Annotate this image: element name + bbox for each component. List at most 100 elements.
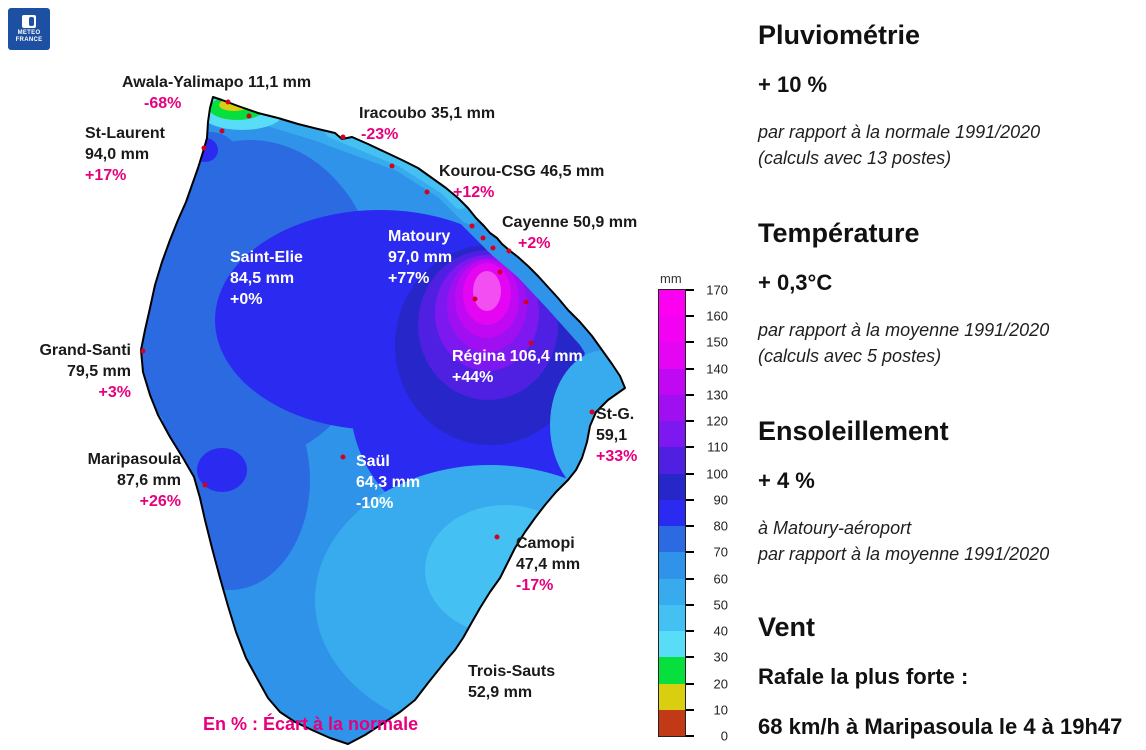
- station-dot: [506, 248, 512, 254]
- station-label-regina: Régina 106,4 mm +44%: [452, 346, 583, 388]
- station-dot: [523, 299, 529, 305]
- scale-segment-90-100: [659, 473, 685, 500]
- scale-tick: [686, 341, 694, 344]
- scale-tick: [686, 682, 694, 685]
- scale-tick-label: 30: [713, 649, 728, 665]
- scale-unit-label: mm: [660, 271, 682, 286]
- station-label-cayenne: Cayenne 50,9 mm +2%: [502, 212, 637, 254]
- station-dot: [389, 163, 395, 169]
- station-label-saint-elie: Saint-Elie 84,5 mm +0%: [230, 247, 303, 310]
- station-label-kourou-csg: Kourou-CSG 46,5 mm +12%: [439, 161, 604, 203]
- scale-tick: [686, 446, 694, 449]
- station-dot: [202, 482, 208, 488]
- stats-panel: Pluviométrie + 10 % par rapport à la norma…: [758, 0, 1146, 750]
- scale-segment-80-90: [659, 499, 685, 527]
- meteo-france-logo: METEO FRANCE: [8, 8, 50, 50]
- station-label-line: Matoury: [388, 228, 451, 245]
- scale-tick-label: 20: [713, 676, 728, 692]
- station-dot: [219, 128, 225, 134]
- scale-tick: [686, 656, 694, 659]
- scale-segment-50-60: [659, 578, 685, 605]
- color-scale: mm 170 160 150 140 130 120 110 100 90 80 70 60 50 40 3…: [658, 271, 728, 744]
- scale-tick-label: 100: [706, 466, 728, 482]
- panel-section-temperature: Température + 0,3°C par rapport à la moyen…: [758, 218, 1146, 369]
- scale-tick: [686, 525, 694, 528]
- meteo-france-glyph-half: [29, 16, 34, 26]
- station-label-line: +26%: [139, 493, 181, 510]
- station-label-line: 47,4 mm: [516, 556, 581, 573]
- section-title: Ensoleillement: [758, 416, 949, 446]
- meteo-france-glyph-icon: [22, 14, 36, 28]
- isohyet-80-90-maripasoula: [197, 448, 247, 492]
- scale-tick: [686, 289, 694, 291]
- section-detail-line: à Matoury-aéroport: [758, 518, 912, 538]
- section-detail-line: par rapport à la moyenne 1991/2020: [758, 544, 1050, 564]
- section-detail-line: par rapport à la normale 1991/2020: [758, 122, 1041, 142]
- scale-segment-60-70: [659, 552, 685, 579]
- station-label-line: Kourou-CSG 46,5 mm: [439, 163, 605, 180]
- station-label-line: Grand-Santi: [39, 342, 131, 359]
- section-value: 68 km/h à Maripasoula le 4 à 19h47: [758, 714, 1123, 739]
- station-dot: [528, 340, 534, 346]
- section-detail-line: par rapport à la moyenne 1991/2020: [758, 320, 1050, 340]
- scale-segment-160-170: [659, 290, 685, 317]
- station-label-line: +77%: [388, 270, 430, 287]
- station-label-trois-sauts: Trois-Sauts 52,9 mm: [468, 661, 555, 703]
- section-details: par rapport à la moyenne 1991/2020 (calcu…: [758, 317, 1146, 369]
- station-label-line: +3%: [98, 384, 131, 401]
- scale-segment-120-130: [659, 394, 685, 422]
- scale-tick-label: 10: [713, 702, 728, 718]
- percent-note: En % : Écart à la normale: [203, 714, 419, 734]
- scale-tick: [686, 630, 694, 633]
- station-label-line: Saint-Elie: [230, 249, 303, 266]
- station-label-line: 97,0 mm: [388, 249, 453, 266]
- panel-section-pluviometrie: Pluviométrie + 10 % par rapport à la norma…: [758, 20, 1146, 171]
- scale-tick: [686, 551, 694, 554]
- station-dot: [246, 113, 252, 119]
- scale-tick: [686, 367, 694, 370]
- section-title: Vent: [758, 612, 816, 642]
- station-label-line: Awala-Yalimapo 11,1 mm: [122, 74, 312, 91]
- station-dot: [497, 269, 503, 275]
- scale-tick: [686, 708, 694, 711]
- station-dot: [469, 223, 475, 229]
- station-label-line: Maripasoula: [87, 451, 181, 468]
- station-label-line: +44%: [452, 369, 494, 386]
- station-dot: [225, 99, 231, 105]
- station-label-line: -23%: [361, 126, 399, 143]
- section-title: Pluviométrie: [758, 20, 921, 50]
- scale-segment-20-30: [659, 657, 685, 684]
- scale-tick: [686, 315, 694, 318]
- section-details: par rapport à la normale 1991/2020 (calcu…: [758, 119, 1146, 171]
- station-label-grand-santi: Grand-Santi 79,5 mm +3%: [39, 340, 131, 403]
- scale-segment-30-40: [659, 631, 685, 658]
- station-label-line: 94,0 mm: [85, 146, 150, 163]
- section-value: + 4 %: [758, 468, 815, 493]
- scale-tick: [686, 498, 694, 501]
- scale-segment-70-80: [659, 526, 685, 553]
- scale-tick-label: 140: [706, 361, 728, 377]
- station-label-camopi: Camopi 47,4 mm -17%: [516, 533, 580, 596]
- station-dot: [589, 409, 595, 415]
- scale-tick-label: 90: [713, 492, 728, 508]
- station-label-line: Régina 106,4 mm: [452, 348, 583, 365]
- scale-tick-label: 40: [713, 623, 728, 639]
- scale-segment-10-20: [659, 683, 685, 710]
- panel-section-vent: Vent Rafale la plus forte : 68 km/h à Mari…: [758, 612, 1146, 740]
- scale-tick-label: 60: [713, 571, 728, 587]
- scale-tick-label: 0: [720, 728, 728, 744]
- station-dot: [340, 454, 346, 460]
- station-label-line: 52,9 mm: [468, 684, 533, 701]
- station-dot: [494, 534, 500, 540]
- station-label-st-laurent: St-Laurent 94,0 mm +17%: [85, 123, 165, 186]
- scale-tick-label: 160: [706, 308, 728, 324]
- station-label-line: 79,5 mm: [66, 363, 131, 380]
- station-label-line: +0%: [230, 291, 263, 308]
- station-label-st-georges: St-G. 59,1 +33%: [596, 404, 637, 467]
- station-dot: [480, 235, 486, 241]
- scale-segment-130-140: [659, 368, 685, 395]
- map-outline: [140, 96, 626, 745]
- station-label-line: 64,3 mm: [356, 474, 421, 491]
